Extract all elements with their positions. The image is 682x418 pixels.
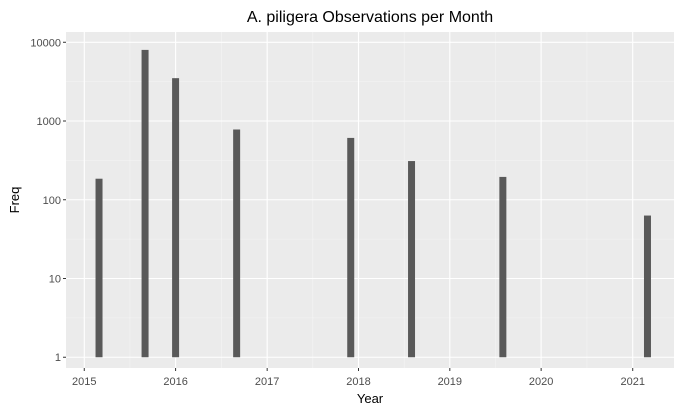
x-tick-label: 2016 (163, 376, 187, 388)
grid (66, 32, 674, 368)
y-tick-label: 1 (55, 352, 61, 364)
bar (172, 78, 180, 358)
x-tick-label: 2015 (72, 376, 96, 388)
bars (95, 49, 651, 358)
chart-title: A. piligera Observations per Month (247, 9, 493, 26)
x-tick-label: 2021 (620, 376, 644, 388)
y-tick-label: 10 (49, 273, 61, 285)
bar (233, 129, 241, 358)
x-tick-label: 2020 (529, 376, 553, 388)
y-axis: 1 10 100 1000 10000 (30, 37, 66, 364)
bar (141, 49, 149, 358)
bar (95, 178, 103, 358)
bar (643, 215, 651, 358)
y-tick-label: 100 (43, 195, 61, 207)
x-tick-label: 2017 (255, 376, 279, 388)
x-axis: 2015 2016 2017 2018 2019 2020 2021 (72, 368, 645, 388)
x-axis-title: Year (357, 391, 384, 406)
bar (499, 176, 507, 358)
y-tick-label: 1000 (37, 116, 61, 128)
bar (347, 137, 355, 358)
x-tick-label: 2018 (346, 376, 370, 388)
bar (408, 161, 416, 358)
y-axis-title: Freq (7, 187, 22, 214)
y-tick-label: 10000 (30, 37, 61, 49)
x-tick-label: 2019 (438, 376, 462, 388)
